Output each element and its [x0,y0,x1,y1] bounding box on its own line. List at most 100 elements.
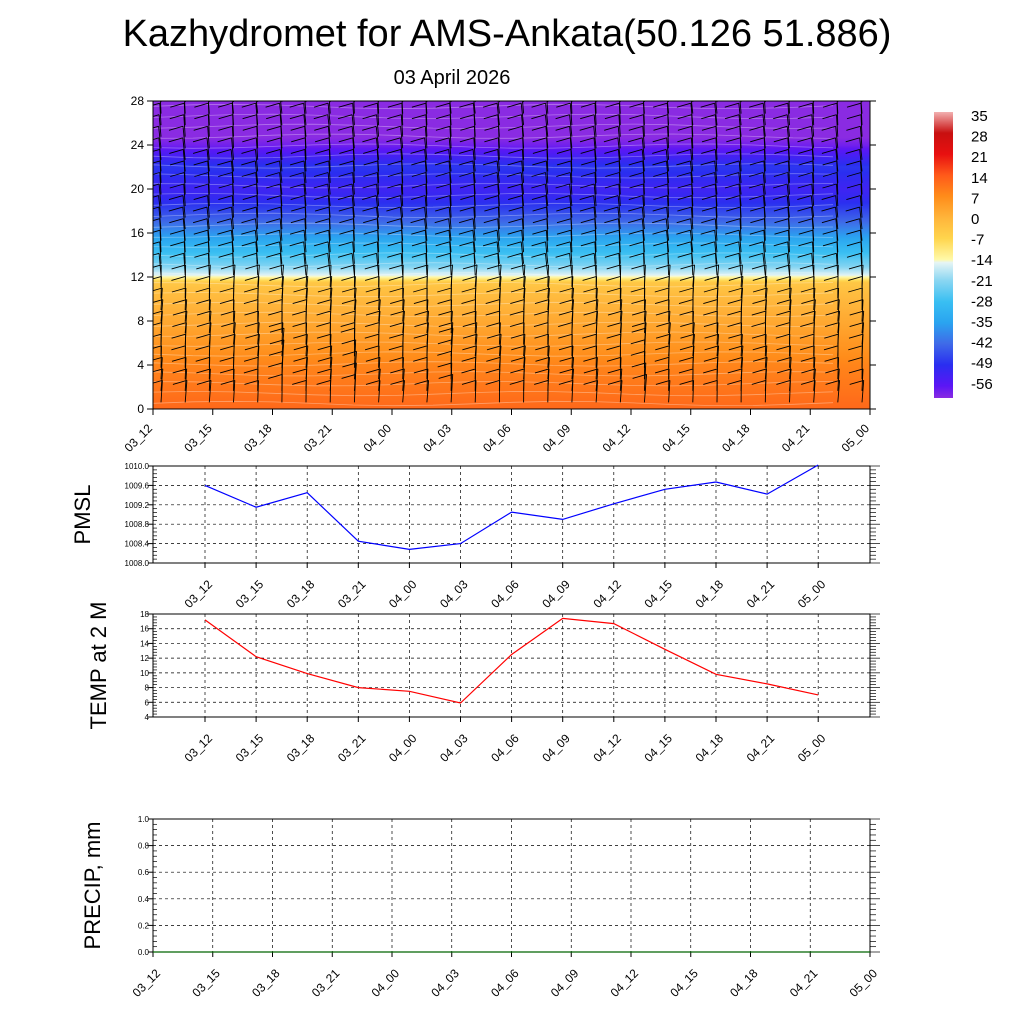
wind-barb [182,137,186,160]
wind-barb [474,311,477,334]
precip-panel: 0.0 0.2 0.4 0.6 0.8 1.0 03_12 03_15 03_18 03_21 04… [80,815,880,1000]
wind-barb [230,149,234,172]
wind-barb-flag [337,114,353,120]
y-tick-label: 8 [137,314,144,328]
wind-barb-flag [776,368,792,374]
y-tick-label: 1008.8 [125,520,150,529]
wind-barb-flag [582,333,597,339]
wind-barb-flag [244,310,259,316]
wind-barb-flag [654,356,669,362]
wind-barb-flag [364,275,380,281]
wind-barb [496,103,500,126]
wind-barb-flag [268,350,284,356]
wind-barb [448,230,452,253]
wind-barb [521,149,525,172]
y-tick-label: 4 [137,358,144,372]
wind-barb-flag [153,183,160,187]
wind-barb-flag [534,368,550,374]
wind-barb-flag [556,206,571,212]
wind-barb-flag [800,287,816,293]
wind-barb [811,183,815,207]
wind-barb [327,103,331,126]
wind-barb-flag [751,264,767,270]
wind-barb-flag [703,356,719,362]
wind-barb [426,299,429,322]
wind-barb-flag [703,322,719,328]
wind-barb [183,114,186,137]
wind-barb [207,253,210,276]
wind-barb-flag [700,160,715,166]
wind-barb [207,183,210,207]
wind-barb-flag [775,264,790,270]
wind-barb [861,264,864,287]
wind-barb-flag [387,114,402,120]
x-tick-label: 04_12 [590,731,624,765]
wind-barb-flag [153,137,160,140]
wind-barb [329,334,332,357]
wind-barb-flag [292,322,307,328]
wind-barb-flag [484,206,499,212]
wind-barb-flag [606,345,621,351]
wind-barb-flag [242,206,257,212]
wind-barb [739,149,742,172]
wind-barb [811,207,815,230]
wind-barb-flag [170,172,185,177]
wind-barb [859,149,863,172]
wind-barb [474,322,478,345]
wind-barb [835,149,839,172]
wind-barb-flag [316,310,331,316]
wind-barb [859,160,863,183]
wind-barb [448,218,452,241]
wind-barb-flag [362,252,377,258]
wind-barb-flag [799,333,815,339]
wind-barb-flag [435,172,450,177]
wind-barb-flag [171,345,186,351]
wind-barb-flag [168,206,183,212]
x-tick-label: 04_18 [693,577,727,611]
wind-barb-flag [531,172,546,177]
wind-barb-flag [750,148,765,154]
wind-barb-flag [605,172,620,177]
wind-barb [618,114,621,137]
wind-barb [764,264,767,287]
wind-barb-flag [268,322,284,328]
wind-barb [667,126,670,149]
wind-barb-flag [435,92,449,96]
wind-barb-flag [340,264,355,270]
wind-barb [569,103,573,126]
wind-barb-flag [510,368,525,374]
wind-barb-flag [437,362,452,368]
wind-barb-flag [846,80,860,84]
wind-barb-flag [153,356,163,361]
wind-barb [498,264,502,287]
wind-barb-flag [580,102,596,108]
wind-barb-flag [459,172,474,177]
wind-barb [183,253,186,276]
wind-barb [617,137,621,160]
wind-barb-flag [677,114,692,120]
wind-barb-flag [822,114,837,120]
wind-barb-flag [411,102,427,108]
wind-barb-flag [266,218,281,224]
wind-barb-flag [652,229,667,235]
wind-barb-flag [292,310,307,316]
wind-barb-flag [386,125,401,131]
wind-barb [158,253,162,276]
wind-barb [233,380,236,403]
wind-barb-flag [559,356,574,362]
wind-barb-flag [531,102,546,108]
wind-barb-flag [821,137,836,143]
x-tick-label: 04_18 [693,731,727,765]
wind-barb [811,253,815,276]
wind-barb-flag [507,183,522,189]
wind-barb-flag [193,80,207,84]
wind-barb [328,101,331,114]
wind-barb [378,299,381,322]
wind-barb [257,380,259,403]
wind-barb [762,126,766,149]
wind-barb-flag [676,102,692,108]
wind-barb-flag [483,148,498,154]
wind-barb-flag [196,299,211,305]
wind-barb-flag [557,92,571,96]
wind-barb [281,276,284,299]
